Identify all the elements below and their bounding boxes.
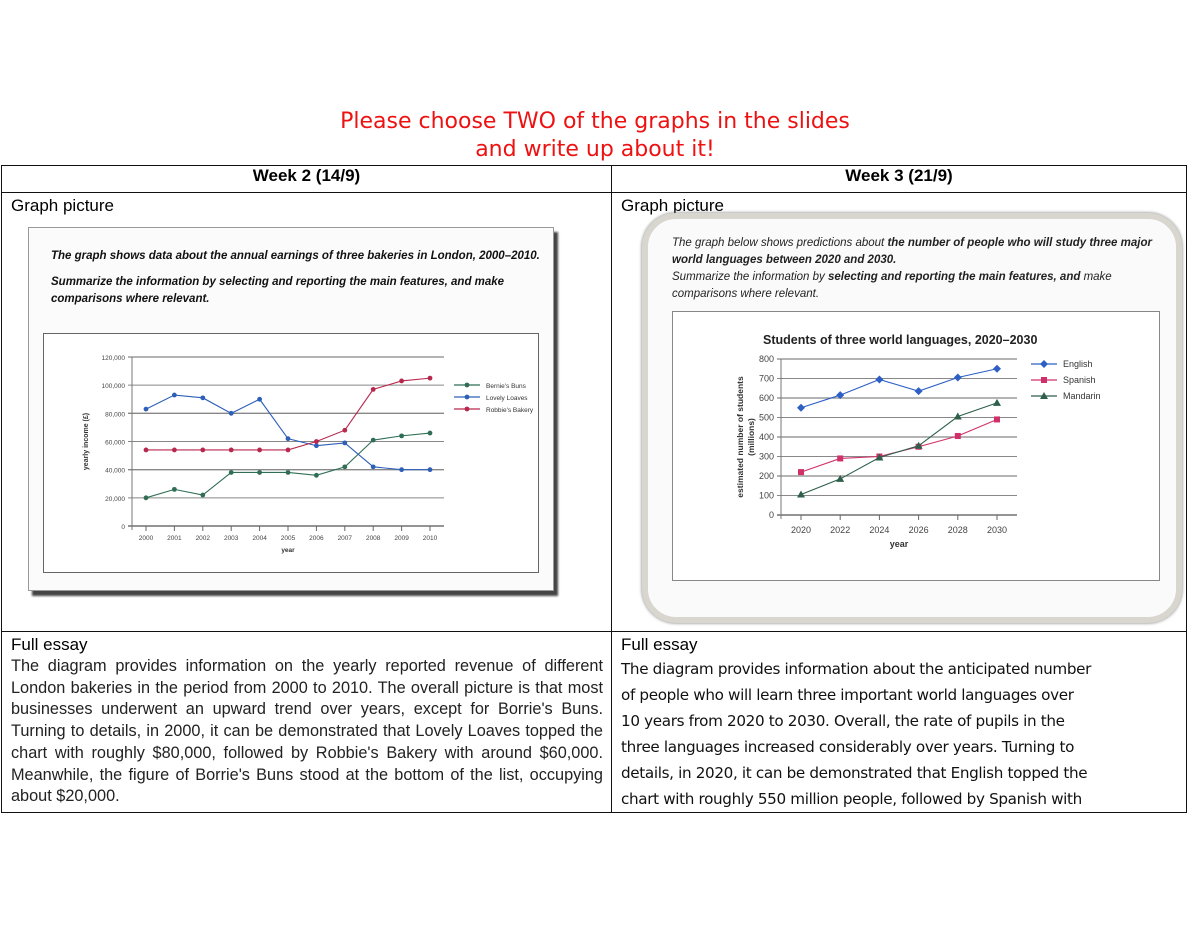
full-essay-label: Full essay bbox=[621, 635, 698, 654]
week-3-essay-cell: Full essay The diagram provides informat… bbox=[611, 631, 1187, 813]
svg-text:200: 200 bbox=[759, 471, 774, 481]
svg-text:300: 300 bbox=[759, 452, 774, 462]
prompt-text-bold: the number of people who will study thre… bbox=[672, 237, 1152, 266]
svg-text:2004: 2004 bbox=[252, 535, 267, 542]
svg-text:year: year bbox=[890, 539, 909, 549]
series-bernie-s-buns: Bernie's Buns bbox=[143, 382, 527, 501]
prompt-text: Summarize the information by bbox=[672, 271, 828, 283]
svg-text:Robbie's Bakery: Robbie's Bakery bbox=[486, 407, 534, 414]
svg-text:Students of three world langua: Students of three world languages, 2020–… bbox=[763, 333, 1037, 347]
instruction-line-2: and write up about it! bbox=[475, 137, 715, 162]
svg-text:20,000: 20,000 bbox=[105, 496, 125, 503]
series-mandarin: Mandarin bbox=[797, 391, 1101, 498]
full-essay-label: Full essay bbox=[11, 635, 88, 654]
week-3-essay-text: The diagram provides information about t… bbox=[612, 656, 1186, 812]
svg-text:2022: 2022 bbox=[830, 525, 850, 535]
essay-line: of people who will learn three important… bbox=[621, 686, 1074, 704]
svg-text:English: English bbox=[1063, 359, 1093, 369]
svg-text:2010: 2010 bbox=[423, 535, 438, 542]
bakery-chart-svg: 0 20,000 40,000 60,000 80,000 100,000 120,000 2… bbox=[83, 355, 534, 554]
svg-text:2008: 2008 bbox=[366, 535, 381, 542]
series-english: English bbox=[797, 359, 1093, 412]
svg-text:2020: 2020 bbox=[791, 525, 811, 535]
svg-text:100,000: 100,000 bbox=[102, 383, 126, 390]
instruction-line-1: Please choose TWO of the graphs in the s… bbox=[340, 109, 850, 134]
bakery-line-chart: 0 20,000 40,000 60,000 80,000 100,000 120,000 2… bbox=[43, 333, 539, 573]
prompt-instruction: Summarize the information by selecting a… bbox=[51, 276, 505, 305]
graph-picture-label: Graph picture bbox=[621, 196, 724, 215]
slide-prompt: The graph below shows predictions about … bbox=[672, 235, 1152, 303]
prompt-text-bold: selecting and reporting the main feature… bbox=[827, 271, 1081, 283]
week-2-essay-cell: Full essay The diagram provides informat… bbox=[1, 631, 612, 813]
svg-text:2002: 2002 bbox=[196, 535, 211, 542]
svg-text:Spanish: Spanish bbox=[1063, 375, 1096, 385]
graph-picture-label: Graph picture bbox=[11, 196, 114, 215]
svg-text:0: 0 bbox=[769, 510, 774, 520]
svg-text:Bernie's Buns: Bernie's Buns bbox=[486, 383, 527, 390]
week-2-header: Week 2 (14/9) bbox=[1, 165, 612, 193]
series-lovely-loaves: Lovely Loaves bbox=[143, 392, 528, 473]
assignment-table: Week 2 (14/9) Week 3 (21/9) Graph pictur… bbox=[1, 165, 1187, 813]
svg-text:estimated number of students: estimated number of students bbox=[735, 376, 745, 498]
svg-text:2007: 2007 bbox=[338, 535, 353, 542]
languages-graph-slide: The graph below shows predictions about … bbox=[642, 213, 1182, 623]
svg-text:40,000: 40,000 bbox=[105, 468, 125, 475]
svg-text:120,000: 120,000 bbox=[102, 355, 126, 362]
svg-text:700: 700 bbox=[759, 374, 774, 384]
svg-text:2001: 2001 bbox=[167, 535, 182, 542]
svg-text:80,000: 80,000 bbox=[105, 411, 125, 418]
series-robbie-s-bakery: Robbie's Bakery bbox=[143, 375, 534, 453]
svg-text:2030: 2030 bbox=[987, 525, 1007, 535]
svg-text:2028: 2028 bbox=[948, 525, 968, 535]
svg-text:400: 400 bbox=[759, 432, 774, 442]
week-2-essay-text: The diagram provides information on the … bbox=[11, 657, 603, 806]
prompt-text: make comparisons where relevant. bbox=[672, 271, 1112, 300]
svg-text:Lovely Loaves: Lovely Loaves bbox=[486, 395, 528, 402]
svg-text:0: 0 bbox=[121, 524, 125, 531]
svg-text:yearly income (£): yearly income (£) bbox=[83, 413, 90, 470]
essay-line: chart with roughly 550 million people, f… bbox=[621, 790, 1082, 808]
essay-line: The diagram provides information about t… bbox=[621, 660, 1092, 678]
languages-chart-svg: Students of three world languages, 2020–… bbox=[735, 333, 1101, 549]
essay-line: 10 years from 2020 to 2030. Overall, the… bbox=[621, 712, 1065, 730]
prompt-text: The graph below shows predictions about bbox=[672, 237, 888, 249]
week-2-graph-cell: Graph picture The graph shows data about… bbox=[1, 192, 612, 632]
svg-text:Mandarin: Mandarin bbox=[1063, 391, 1101, 401]
svg-text:2000: 2000 bbox=[139, 535, 154, 542]
bakery-graph-slide: The graph shows data about the annual ea… bbox=[28, 227, 554, 591]
instruction-heading: Please choose TWO of the graphs in the s… bbox=[0, 108, 1190, 164]
svg-text:600: 600 bbox=[759, 393, 774, 403]
svg-text:2005: 2005 bbox=[281, 535, 296, 542]
svg-text:500: 500 bbox=[759, 413, 774, 423]
essay-line: three languages increased considerably o… bbox=[621, 738, 1075, 756]
svg-text:2024: 2024 bbox=[869, 525, 889, 535]
svg-text:2003: 2003 bbox=[224, 535, 239, 542]
languages-line-chart: Students of three world languages, 2020–… bbox=[672, 311, 1160, 581]
svg-text:800: 800 bbox=[759, 354, 774, 364]
slide-prompt: The graph shows data about the annual ea… bbox=[51, 248, 541, 317]
svg-text:2009: 2009 bbox=[394, 535, 409, 542]
svg-text:year: year bbox=[281, 547, 295, 554]
svg-text:(millions): (millions) bbox=[746, 418, 756, 456]
svg-text:100: 100 bbox=[759, 491, 774, 501]
svg-text:60,000: 60,000 bbox=[105, 440, 125, 447]
prompt-description: The graph shows data about the annual ea… bbox=[51, 250, 540, 262]
week-3-graph-cell: Graph picture The graph below shows pred… bbox=[611, 192, 1187, 632]
essay-line: details, in 2020, it can be demonstrated… bbox=[621, 764, 1088, 782]
svg-text:2006: 2006 bbox=[309, 535, 324, 542]
week-3-header: Week 3 (21/9) bbox=[611, 165, 1187, 193]
svg-text:2026: 2026 bbox=[909, 525, 929, 535]
